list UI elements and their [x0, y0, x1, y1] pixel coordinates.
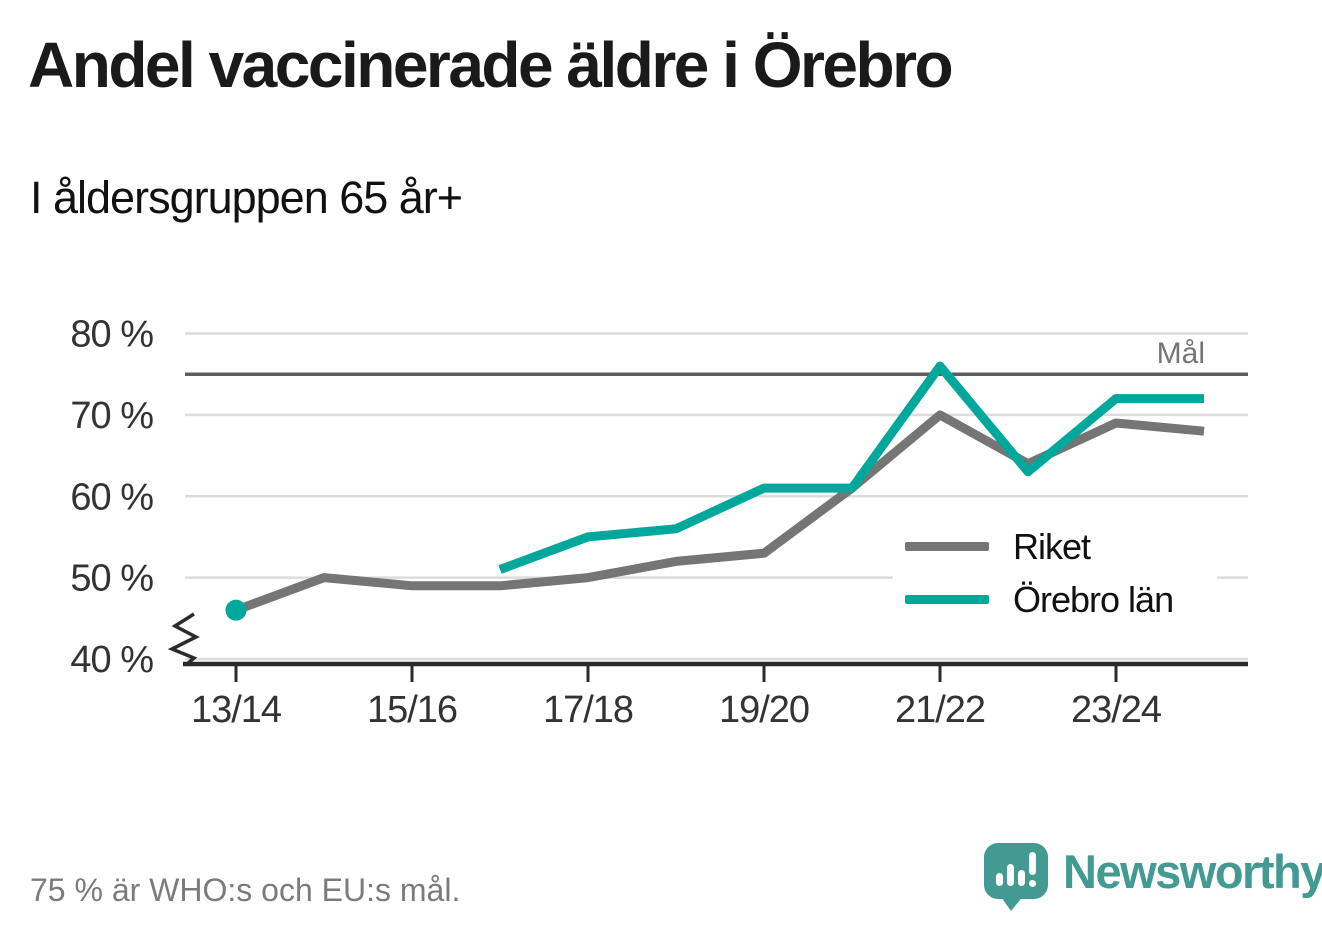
page-subtitle: I åldersgruppen 65 år+ — [30, 172, 463, 223]
y-tick-label: 50 % — [70, 558, 153, 600]
speech-bubble-shape — [984, 843, 1048, 911]
brand-name: Newsworthy — [1063, 845, 1322, 898]
y-tick-label: 70 % — [70, 395, 153, 437]
x-tick-label: 15/16 — [367, 689, 457, 731]
y-tick-label: 40 % — [70, 639, 153, 681]
legend: Riket Örebro län — [893, 520, 1217, 626]
y-tick-label: 60 % — [70, 476, 153, 518]
-rebro-l-n-start-marker — [225, 599, 247, 621]
goal-label: Mål — [1156, 337, 1205, 370]
page-title: Andel vaccinerade äldre i Örebro — [28, 29, 954, 101]
legend-item-orebro-lan: Örebro län — [905, 579, 1217, 621]
newsworthy-logo-icon — [984, 843, 1048, 911]
legend-label-riket: Riket — [1013, 525, 1091, 567]
legend-item-riket: Riket — [905, 526, 1217, 568]
legend-label-orebro-lan: Örebro län — [1013, 578, 1174, 620]
axis-break-icon — [167, 612, 200, 667]
x-tick-label: 23/24 — [1071, 689, 1162, 731]
bar-chart-glyph — [996, 852, 1036, 887]
-rebro-l-n-line — [498, 361, 1204, 574]
riket-line-swatch — [905, 542, 989, 551]
x-tick-label: 13/14 — [191, 689, 282, 731]
x-tick-label: 19/20 — [719, 689, 809, 731]
x-tick-label: 17/18 — [543, 689, 633, 731]
footnote: 75 % är WHO:s och EU:s mål. — [30, 872, 461, 908]
orebro-lan-line-swatch — [905, 595, 989, 604]
y-tick-label: 80 % — [70, 314, 153, 356]
x-tick-label: 21/22 — [895, 689, 985, 731]
newsworthy-logo: Newsworthy — [983, 842, 1322, 912]
